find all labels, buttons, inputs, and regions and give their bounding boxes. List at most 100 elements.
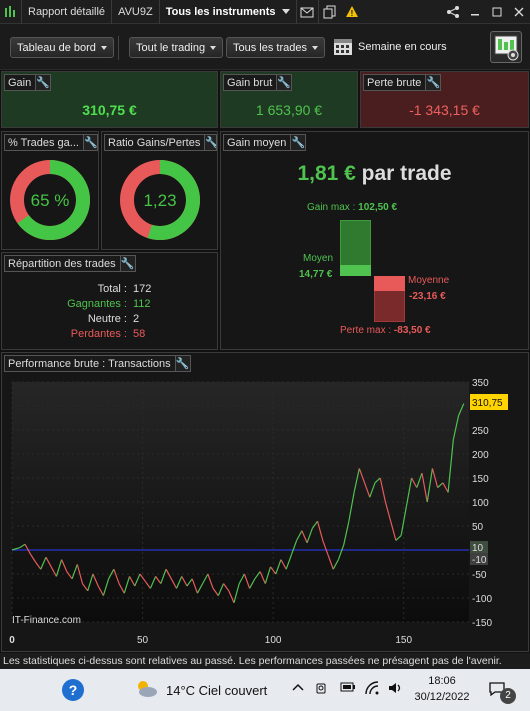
chevron-up-icon[interactable]	[291, 681, 305, 696]
equity-segment	[416, 472, 423, 488]
wrench-icon[interactable]: 🔧	[35, 75, 51, 90]
equity-segment	[66, 571, 73, 580]
wrench-icon[interactable]: 🔧	[276, 75, 292, 90]
equity-segment	[123, 576, 131, 594]
loss-avg-bar	[374, 276, 405, 291]
repartition-title: Répartition des trades 🔧	[4, 255, 136, 272]
equity-segment	[270, 566, 277, 575]
equity-segment	[11, 547, 21, 551]
equity-segment	[50, 566, 57, 577]
equity-segment	[97, 585, 104, 596]
gain-max-label: Gain max :	[307, 202, 356, 213]
equity-segment	[369, 482, 376, 498]
settings-icon	[494, 35, 519, 61]
equity-segment	[280, 559, 287, 570]
trading-dropdown[interactable]: Tout le trading	[129, 37, 224, 58]
equity-segment	[118, 583, 125, 594]
gain-value: 310,75 €	[82, 102, 137, 118]
wrench-icon[interactable]: 🔧	[119, 256, 135, 271]
x-tick-label: 100	[265, 635, 282, 646]
pct-trades-panel: % Trades ga... 🔧 65 %	[1, 131, 99, 250]
volume-icon[interactable]	[387, 681, 403, 698]
equity-segment	[290, 540, 298, 556]
dashboard-label: Tableau de bord	[17, 41, 96, 54]
equity-segment	[61, 559, 68, 572]
wrench-icon[interactable]: 🔧	[82, 135, 98, 150]
equity-segment	[285, 554, 292, 570]
wrench-icon[interactable]: 🔧	[290, 135, 306, 150]
maximize-icon[interactable]	[486, 0, 508, 24]
clock-date[interactable]: 30/12/2022	[414, 691, 470, 703]
pct-trades-donut: 65 %	[10, 160, 90, 240]
ratio-title-label: Ratio Gains/Pertes	[108, 136, 201, 149]
equity-segment	[311, 520, 319, 529]
minimize-icon[interactable]	[464, 0, 486, 24]
wifi-icon[interactable]	[364, 681, 380, 698]
warning-mark: !	[350, 9, 353, 18]
calendar-icon[interactable]	[333, 36, 353, 56]
equity-segment	[306, 528, 313, 544]
mail-icon[interactable]	[297, 0, 319, 24]
dashboard-dropdown[interactable]: Tableau de bord	[10, 37, 114, 58]
performance-chart[interactable]: 350300250200150100500-50-100-150 0501001…	[2, 353, 529, 652]
y-tick-label: 250	[472, 426, 489, 437]
y-tick-label: -50	[472, 570, 487, 581]
equity-segment	[259, 571, 266, 584]
clock-time[interactable]: 18:06	[428, 675, 456, 687]
equity-segment	[160, 568, 167, 584]
equity-segment	[207, 573, 214, 589]
taskbar: ? 14°C Ciel couvert 18:06 30/12/2022 2	[0, 669, 530, 711]
equity-segment	[76, 564, 84, 584]
zero-marker: 10 -10	[470, 541, 488, 566]
equity-segment	[233, 583, 240, 603]
chevron-down-icon	[100, 45, 107, 50]
trades-dropdown[interactable]: Tous les trades	[226, 37, 325, 58]
title-bar: Rapport détaillé AVU9Z Tous les instrume…	[0, 0, 530, 24]
period-label[interactable]: Semaine en cours	[358, 41, 447, 53]
account-selector[interactable]: AVU9Z	[112, 0, 160, 24]
gain-moyen-title-label: Gain moyen	[227, 136, 287, 149]
notification-icon[interactable]	[488, 681, 506, 700]
copy-icon[interactable]	[319, 0, 341, 24]
moyenne-label: Moyenne	[408, 275, 450, 286]
notification-badge[interactable]: 2	[500, 688, 516, 704]
weather-icon[interactable]	[133, 678, 159, 700]
perte-brute-value: -1 343,15 €	[409, 102, 480, 118]
wrench-icon[interactable]: 🔧	[204, 135, 216, 150]
equity-segment	[275, 559, 282, 575]
equity-segment	[87, 573, 94, 591]
wrench-icon[interactable]: 🔧	[425, 75, 441, 90]
perte-brute-panel: Perte brute 🔧 -1 343,15 €	[360, 71, 529, 128]
trades-label: Tous les trades	[233, 41, 307, 54]
camera-icon[interactable]	[315, 681, 329, 698]
wrench-icon[interactable]: 🔧	[174, 356, 190, 371]
equity-segment	[327, 554, 334, 570]
close-icon[interactable]	[508, 0, 530, 24]
weather-label[interactable]: 14°C Ciel couvert	[166, 683, 268, 698]
equity-segment	[442, 482, 449, 493]
donut-win-ring	[10, 160, 90, 240]
toolbar: Tableau de bord Tout le trading Tous les…	[0, 24, 530, 70]
equity-segment	[108, 568, 115, 580]
equity-segment	[45, 556, 52, 568]
battery-icon[interactable]	[340, 681, 356, 696]
equity-segment	[181, 576, 188, 587]
repartition-row: Neutre : 2	[2, 313, 217, 328]
equity-segment	[175, 576, 183, 589]
instruments-dropdown[interactable]: Tous les instruments	[160, 0, 297, 24]
equity-segment	[332, 559, 339, 570]
zero-marker-neg-bg	[470, 553, 488, 565]
equity-segment	[196, 583, 204, 594]
warning-icon[interactable]: !	[341, 0, 363, 24]
equity-segment	[202, 573, 209, 584]
dashboard-settings-button[interactable]	[490, 31, 522, 63]
share-icon[interactable]	[442, 0, 464, 24]
y-tick-label: -100	[472, 594, 492, 605]
help-icon[interactable]: ?	[62, 679, 84, 701]
equity-segment	[296, 530, 303, 541]
x-axis-ticks: 0 50 100 150	[9, 635, 412, 646]
repartition-panel: Répartition des trades 🔧 Total : 172 Gagnan…	[1, 252, 218, 350]
repartition-row-label: Neutre :	[87, 313, 127, 325]
equity-segment	[337, 544, 345, 560]
equity-segment	[55, 559, 63, 577]
